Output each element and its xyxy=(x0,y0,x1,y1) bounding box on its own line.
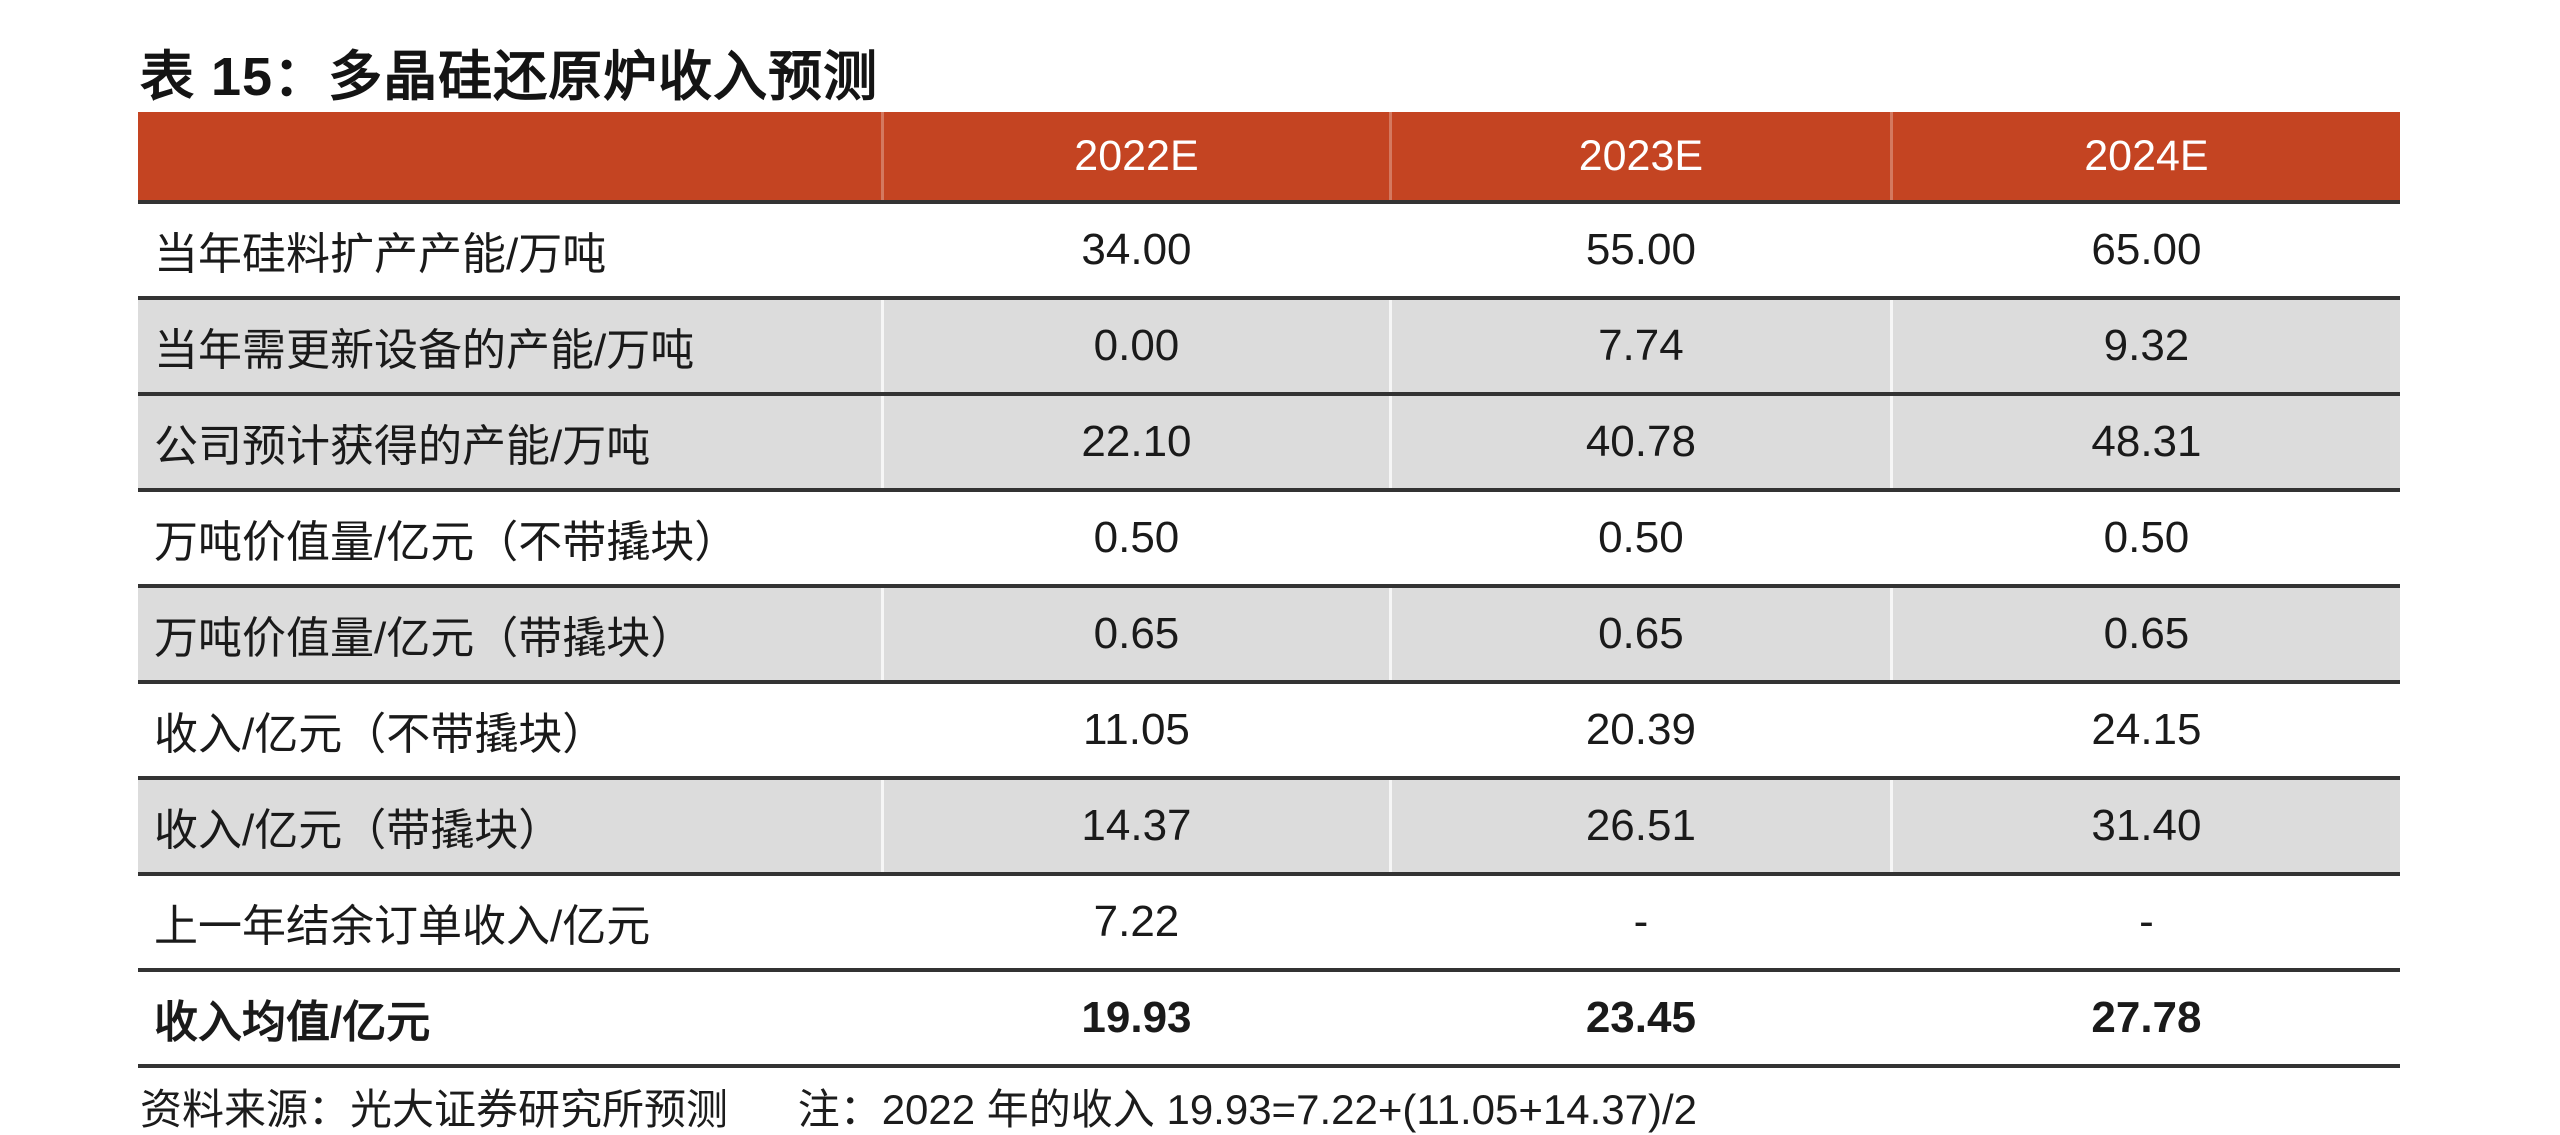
row-label: 万吨价值量/亿元（带撬块） xyxy=(154,614,695,663)
row-label: 万吨价值量/亿元（不带撬块） xyxy=(154,518,739,567)
table-row: 收入均值/亿元 19.93 23.45 27.78 xyxy=(138,968,2400,1064)
row-label: 公司预计获得的产能/万吨 xyxy=(154,422,651,471)
table-row: 上一年结余订单收入/亿元 7.22- - xyxy=(138,872,2400,968)
row-value: 19.93 xyxy=(881,972,1389,1064)
row-label: 收入/亿元（不带撬块） xyxy=(154,710,607,759)
row-value: 14.37 xyxy=(881,780,1389,872)
row-value: 0.50 xyxy=(1388,492,1890,584)
row-value: 48.31 xyxy=(1889,396,2400,488)
row-value: 65.00 xyxy=(1889,204,2400,296)
row-value: 0.65 xyxy=(1388,588,1890,680)
table-title: 表 15：多晶硅还原炉收入预测 xyxy=(140,47,879,107)
row-label: 上一年结余订单收入/亿元 xyxy=(154,902,651,951)
table-row: 万吨价值量/亿元（带撬块） 0.65 0.65 0.65 xyxy=(138,584,2400,680)
table-row: 收入/亿元（不带撬块） 11.05 20.39 24.15 xyxy=(138,680,2400,776)
row-value: 0.65 xyxy=(881,588,1389,680)
table-row: 当年需更新设备的产能/万吨 0.00 7.74 9.32 xyxy=(138,296,2400,392)
row-value: 0.00 xyxy=(881,300,1389,392)
row-value: 0.50 xyxy=(1889,492,2400,584)
table-footnote: 资料来源：光大证券研究所预测 注：2022 年的收入 19.93=7.22+(1… xyxy=(140,1076,1697,1135)
table-row: 万吨价值量/亿元（不带撬块） 0.50 0.50 0.50 xyxy=(138,488,2400,584)
row-value: - xyxy=(1889,876,2400,968)
row-value: 31.40 xyxy=(1889,780,2400,872)
table-row: 收入/亿元（带撬块） 14.37 26.51 31.40 xyxy=(138,776,2400,872)
table-row: 公司预计获得的产能/万吨 22.10 40.78 48.31 xyxy=(138,392,2400,488)
row-value: 23.45 xyxy=(1388,972,1890,1064)
row-value: 7.74 xyxy=(1388,300,1890,392)
source-note: 资料来源：光大证券研究所预测 xyxy=(140,1086,729,1133)
header-cell-2024E: 2024E xyxy=(1889,112,2400,200)
row-value: 55.00 xyxy=(1388,204,1890,296)
row-value: 7.22 xyxy=(881,876,1389,968)
header-cell-label xyxy=(138,112,881,200)
table-header-row: 2022E 2023E 2024E xyxy=(138,112,2400,200)
row-value: - xyxy=(1388,876,1890,968)
row-value: 9.32 xyxy=(1889,300,2400,392)
header-cell-2022E: 2022E xyxy=(881,112,1389,200)
row-value: 34.00 xyxy=(881,204,1389,296)
row-value: 27.78 xyxy=(1889,972,2400,1064)
row-value: 26.51 xyxy=(1388,780,1890,872)
row-value: 11.05 xyxy=(881,684,1389,776)
table-body: 当年硅料扩产产能/万吨 34.00 55.00 65.00 当年需更新设备的产能/万吨 0… xyxy=(138,200,2400,1064)
forecast-table: 2022E 2023E 2024E 当年硅料扩产产能/万吨 34.00 55.00 65.… xyxy=(138,112,2400,1068)
row-value: 24.15 xyxy=(1889,684,2400,776)
row-value: 22.10 xyxy=(881,396,1389,488)
row-label: 当年硅料扩产产能/万吨 xyxy=(154,230,607,279)
header-cell-2023E: 2023E xyxy=(1388,112,1890,200)
calc-note: 注：2022 年的收入 19.93=7.22+(11.05+14.37)/2 xyxy=(797,1086,1697,1133)
row-label: 当年需更新设备的产能/万吨 xyxy=(154,326,695,375)
table-row: 当年硅料扩产产能/万吨 34.00 55.00 65.00 xyxy=(138,200,2400,296)
row-value: 0.50 xyxy=(881,492,1389,584)
row-label: 收入/亿元（带撬块） xyxy=(154,806,563,855)
row-value: 20.39 xyxy=(1388,684,1890,776)
row-label: 收入均值/亿元 xyxy=(154,998,431,1047)
row-value: 0.65 xyxy=(1889,588,2400,680)
row-value: 40.78 xyxy=(1388,396,1890,488)
